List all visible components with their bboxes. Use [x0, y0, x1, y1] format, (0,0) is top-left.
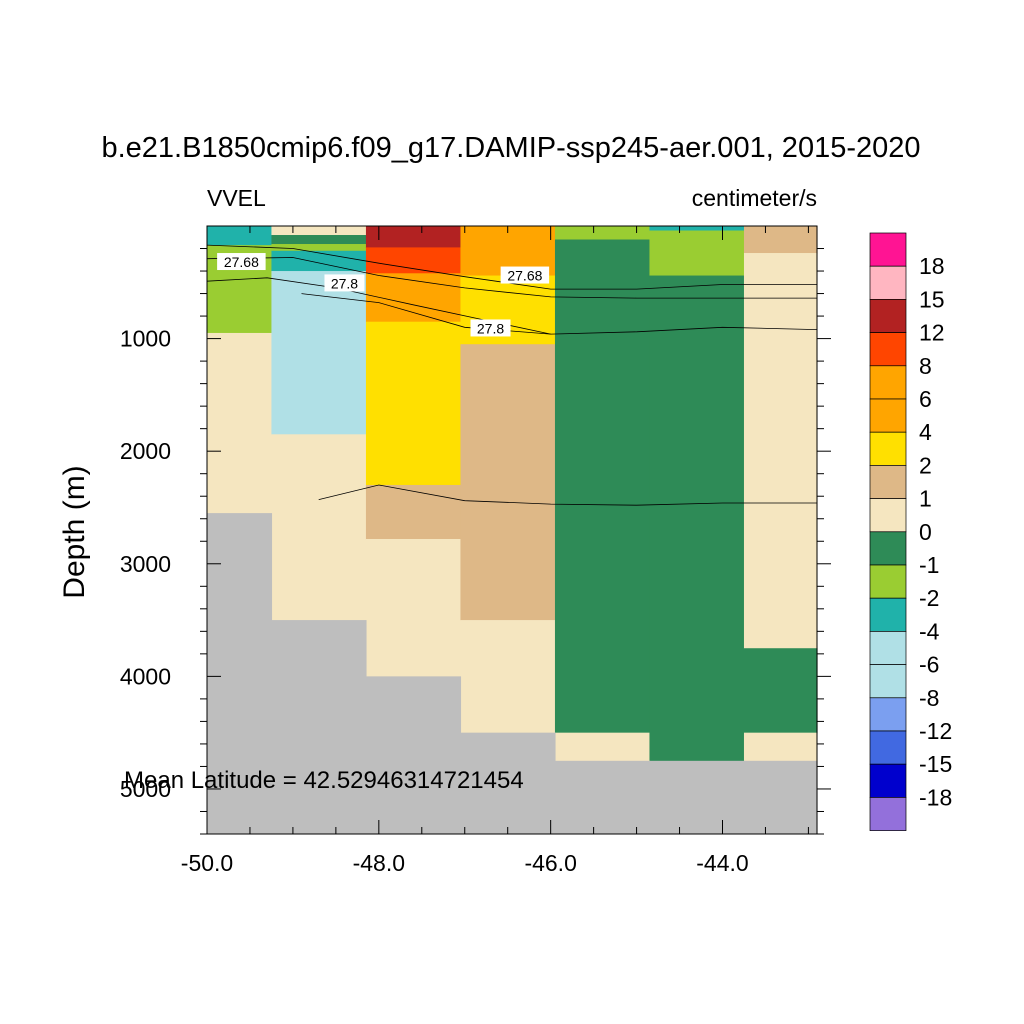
colorbar-swatch: [869, 531, 907, 566]
colorbar-swatch: [869, 730, 907, 765]
y-tick-label: 4000: [120, 663, 171, 689]
chart-title: b.e21.B1850cmip6.f09_g17.DAMIP-ssp245-ae…: [101, 132, 920, 164]
colorbar-label: 18: [919, 253, 945, 279]
heatmap-cell: [743, 226, 818, 254]
contour-label: 27.8: [331, 275, 358, 291]
colorbar-label: 15: [919, 286, 945, 312]
colorbar-label: -2: [919, 585, 939, 611]
colorbar-label: 0: [919, 519, 932, 545]
heatmap-cell: [271, 434, 367, 621]
colorbar-label: 4: [919, 419, 932, 445]
colorbar-label: -15: [919, 751, 952, 777]
land-mask-cell: [743, 760, 818, 834]
land-mask-cell: [649, 760, 745, 834]
colorbar-swatch: [869, 299, 907, 333]
land-mask-cell: [365, 676, 462, 834]
colorbar-label: 12: [919, 320, 945, 346]
colorbar-swatch: [869, 664, 907, 699]
contour-label-box: [217, 253, 266, 271]
heatmap-cell: [207, 332, 273, 514]
contour-label: 27.8: [477, 320, 504, 336]
land-mask-cell: [554, 760, 651, 834]
y-tick-label: 5000: [120, 776, 171, 802]
y-tick-label: 2000: [120, 438, 171, 464]
variable-label: VVEL: [207, 185, 266, 211]
colorbar-label: -8: [919, 685, 939, 711]
colorbar-swatch: [869, 597, 907, 632]
colorbar-swatch: [869, 498, 907, 533]
mean-latitude-annotation: Mean Latitude = 42.52946314721454: [124, 767, 524, 794]
heatmap-cell: [460, 620, 556, 734]
heatmap-cell: [271, 226, 367, 236]
colorbar-swatch: [869, 431, 907, 466]
colorbar-label: 1: [919, 486, 932, 512]
colorbar-swatch: [869, 564, 907, 599]
heatmap-cell: [649, 230, 745, 277]
heatmap-cell: [207, 245, 273, 252]
heatmap-cell: [365, 321, 462, 486]
colorbar-label: 6: [919, 386, 932, 412]
colorbar-swatch: [869, 697, 907, 732]
x-tick-label: -50.0: [181, 850, 233, 876]
contour-label-box: [324, 274, 365, 292]
colorbar-label: -18: [919, 784, 952, 810]
land-mask-cell: [460, 732, 556, 834]
colorbar-swatch: [869, 465, 907, 499]
colorbar-label: -6: [919, 652, 939, 678]
contour-layer: 27.68 27.68 27.8 27.8: [206, 244, 818, 506]
heatmap-cell: [554, 239, 651, 734]
units-label: centimeter/s: [692, 185, 817, 211]
heatmap-cell: [743, 648, 818, 734]
heatmap-cell: [554, 732, 651, 762]
land-mask-cell: [207, 513, 273, 834]
heatmap-cell: [207, 226, 273, 246]
plot-frame: [206, 225, 818, 835]
colorbar-swatch: [869, 763, 907, 798]
heatmap-cell: [743, 732, 818, 762]
heatmap-cell: [271, 250, 367, 272]
x-tick-label: -48.0: [353, 850, 405, 876]
x-tick-label: -46.0: [524, 850, 576, 876]
contour-label: 27.68: [224, 254, 259, 270]
density-contour: [318, 484, 817, 506]
colorbar: 18 15 12 8 6 4 2 1 0 -1 -2 -4 -6 -8 -12 -15 -18: [869, 232, 952, 831]
heatmap-cell: [365, 226, 462, 248]
land-mask-cell: [271, 620, 367, 834]
y-axis-label: Depth (m): [58, 465, 91, 598]
colorbar-swatch: [869, 631, 907, 665]
heatmap-cell: [365, 484, 462, 540]
heatmap-cell: [271, 271, 367, 435]
colorbar-swatch: [869, 232, 907, 267]
heatmap-cell: [271, 244, 367, 252]
colorbar-label: 8: [919, 353, 932, 379]
colorbar-label: -4: [919, 618, 940, 644]
heatmap-cell: [365, 247, 462, 274]
contour-label-box: [470, 319, 511, 337]
heatmap-cell: [365, 539, 462, 677]
heatmap-cell: [554, 226, 651, 241]
colorbar-swatch: [869, 332, 907, 367]
colorbar-swatch: [869, 265, 907, 300]
y-tick-label: 3000: [120, 551, 171, 577]
contour-label-box: [500, 266, 550, 284]
contour-label: 27.68: [507, 268, 542, 284]
axes-layer: -50.0 -48.0 -46.0 -44.0 1000 2000 3000 4000 5000: [120, 225, 831, 876]
x-tick-label: -44.0: [696, 850, 748, 876]
colorbar-swatch: [869, 797, 907, 831]
heatmap-cell: [649, 226, 745, 232]
density-contour: [206, 257, 817, 299]
y-tick-label: 1000: [120, 326, 171, 352]
heatmap-cell: [460, 344, 556, 621]
colorbar-swatch: [869, 365, 907, 400]
colorbar-label: 2: [919, 452, 932, 478]
colorbar-swatch: [869, 398, 907, 433]
plot-area: [207, 226, 818, 834]
colorbar-label: -1: [919, 552, 939, 578]
heatmap-cell: [743, 253, 818, 649]
colorbar-label: -12: [919, 718, 952, 744]
heatmap-cell: [649, 275, 745, 762]
heatmap-cell: [271, 235, 367, 245]
